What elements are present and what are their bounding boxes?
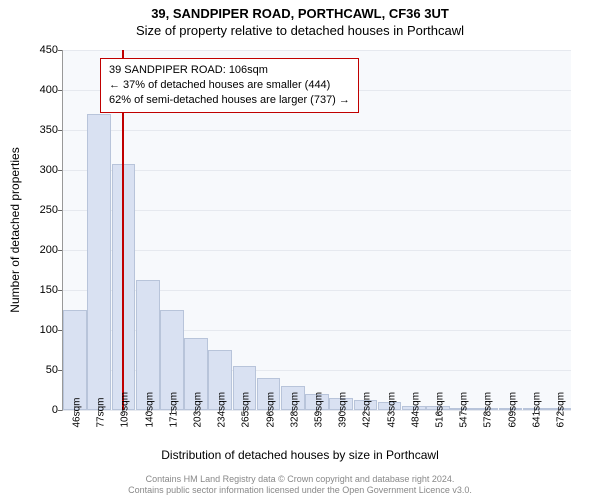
grid-line [63, 210, 571, 211]
x-tick-label: 516sqm [434, 422, 445, 428]
bar [87, 114, 111, 410]
x-tick-label: 484sqm [410, 422, 421, 428]
x-tick-mark [340, 410, 341, 414]
y-tick-mark [58, 330, 62, 331]
x-tick-label: 140sqm [144, 422, 155, 428]
y-tick-label: 0 [24, 404, 58, 416]
footer-line2: Contains public sector information licen… [0, 485, 600, 496]
x-tick-mark [74, 410, 75, 414]
y-tick-mark [58, 170, 62, 171]
x-tick-mark [243, 410, 244, 414]
footer-line1: Contains HM Land Registry data © Crown c… [0, 474, 600, 485]
y-axis-label: Number of detached properties [8, 147, 22, 312]
x-tick-mark [485, 410, 486, 414]
x-tick-mark [316, 410, 317, 414]
x-tick-label: 672sqm [555, 422, 566, 428]
x-tick-label: 359sqm [314, 422, 325, 428]
y-tick-label: 50 [24, 364, 58, 376]
x-tick-mark [122, 410, 123, 414]
x-tick-label: 109sqm [120, 422, 131, 428]
y-tick-label: 150 [24, 284, 58, 296]
x-tick-mark [510, 410, 511, 414]
y-tick-mark [58, 90, 62, 91]
x-tick-mark [147, 410, 148, 414]
x-tick-mark [292, 410, 293, 414]
x-tick-mark [461, 410, 462, 414]
x-axis-label: Distribution of detached houses by size … [0, 448, 600, 462]
x-tick-label: 77sqm [96, 422, 107, 428]
x-tick-label: 46sqm [72, 422, 83, 428]
y-tick-label: 200 [24, 244, 58, 256]
title-main: 39, SANDPIPER ROAD, PORTHCAWL, CF36 3UT [0, 0, 600, 21]
x-tick-label: 328sqm [289, 422, 300, 428]
bar [136, 280, 160, 410]
x-tick-mark [171, 410, 172, 414]
annotation-line2: ← 37% of detached houses are smaller (44… [109, 78, 350, 93]
x-tick-label: 203sqm [193, 422, 204, 428]
y-tick-mark [58, 210, 62, 211]
x-tick-label: 234sqm [217, 422, 228, 428]
x-tick-label: 453sqm [386, 422, 397, 428]
x-tick-label: 265sqm [241, 422, 252, 428]
annotation-box: 39 SANDPIPER ROAD: 106sqm ← 37% of detac… [100, 58, 359, 113]
annotation-line3: 62% of semi-detached houses are larger (… [109, 93, 350, 108]
x-tick-label: 171sqm [168, 422, 179, 428]
x-tick-label: 578sqm [483, 422, 494, 428]
y-tick-mark [58, 250, 62, 251]
bar [63, 310, 87, 410]
grid-line [63, 250, 571, 251]
y-tick-label: 100 [24, 324, 58, 336]
y-tick-mark [58, 290, 62, 291]
x-tick-mark [268, 410, 269, 414]
footer: Contains HM Land Registry data © Crown c… [0, 474, 600, 497]
x-tick-label: 609sqm [507, 422, 518, 428]
y-tick-label: 250 [24, 204, 58, 216]
x-tick-mark [98, 410, 99, 414]
x-tick-mark [558, 410, 559, 414]
annotation-line1: 39 SANDPIPER ROAD: 106sqm [109, 63, 350, 78]
y-tick-label: 300 [24, 164, 58, 176]
grid-line [63, 50, 571, 51]
x-tick-mark [219, 410, 220, 414]
y-tick-label: 400 [24, 84, 58, 96]
x-tick-label: 641sqm [531, 422, 542, 428]
x-tick-mark [437, 410, 438, 414]
y-tick-label: 350 [24, 124, 58, 136]
x-tick-mark [413, 410, 414, 414]
chart-container: 39, SANDPIPER ROAD, PORTHCAWL, CF36 3UT … [0, 0, 600, 500]
x-tick-label: 422sqm [362, 422, 373, 428]
grid-line [63, 130, 571, 131]
y-tick-mark [58, 410, 62, 411]
x-tick-mark [534, 410, 535, 414]
y-tick-mark [58, 370, 62, 371]
y-tick-mark [58, 130, 62, 131]
y-tick-mark [58, 50, 62, 51]
x-tick-mark [389, 410, 390, 414]
grid-line [63, 170, 571, 171]
title-sub: Size of property relative to detached ho… [0, 21, 600, 38]
x-tick-label: 390sqm [338, 422, 349, 428]
x-tick-label: 547sqm [459, 422, 470, 428]
x-tick-mark [195, 410, 196, 414]
x-tick-label: 296sqm [265, 422, 276, 428]
x-tick-mark [364, 410, 365, 414]
y-tick-label: 450 [24, 44, 58, 56]
